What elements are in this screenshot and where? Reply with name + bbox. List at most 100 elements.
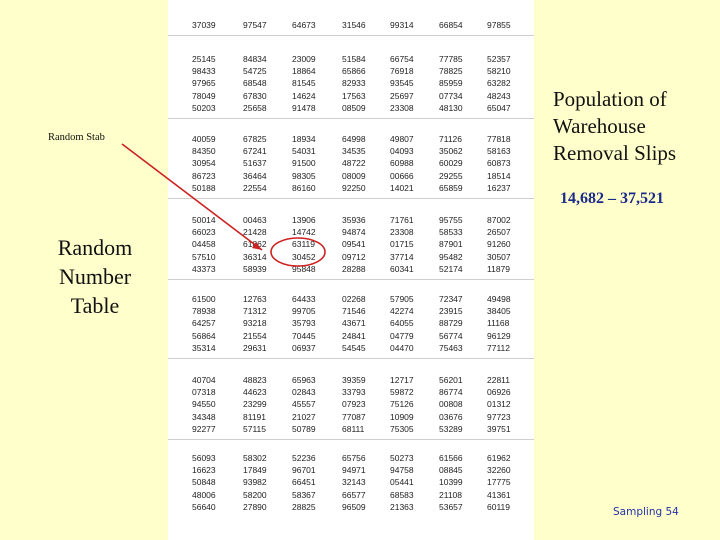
table-cell: 56093 (192, 453, 216, 463)
table-cell: 77785 (439, 54, 463, 64)
population-range: 14,682 – 37,521 (560, 190, 664, 207)
table-cell: 58163 (487, 146, 511, 157)
table-cell: 98305 (292, 170, 316, 181)
table-cell: 40059 (192, 134, 216, 144)
table-cell: 02843 (292, 387, 316, 398)
side-title-line-3: Table (70, 293, 120, 318)
table-cell: 58210 (487, 66, 511, 77)
table-cell: 92250 (342, 182, 366, 193)
table-cell: 50188 (192, 182, 216, 193)
table-row: 43373 58939 95848 28288 60341 52174 11879 (168, 263, 534, 275)
table-cell: 98433 (192, 66, 216, 77)
table-cell: 99705 (292, 306, 316, 317)
table-cell: 97723 (487, 411, 511, 422)
table-row: 97965 68548 81545 82933 93545 85959 63282 (168, 77, 534, 89)
table-cell: 81191 (243, 411, 267, 422)
table-cell: 78825 (439, 66, 463, 77)
table-cell: 61962 (487, 453, 511, 463)
table-cell: 86160 (292, 182, 316, 193)
table-cell: 65963 (292, 375, 316, 385)
table-cell: 60029 (439, 158, 463, 169)
table-cell: 22811 (487, 375, 511, 385)
table-cell: 25658 (243, 102, 267, 113)
table-cell: 87901 (439, 239, 463, 250)
table-row: 66023 21428 14742 94874 23308 58533 26507 (168, 226, 534, 238)
table-cell: 05441 (390, 477, 414, 488)
table-block: 50014 00463 13906 35936 71761 95755 87002 66023… (168, 214, 534, 275)
table-cell: 04458 (192, 239, 216, 250)
table-cell: 16623 (192, 465, 216, 476)
table-cell: 99314 (390, 20, 414, 30)
table-divider (168, 279, 534, 280)
table-cell: 54725 (243, 66, 267, 77)
table-cell: 01715 (390, 239, 414, 250)
table-cell: 34535 (342, 146, 366, 157)
table-cell: 08009 (342, 170, 366, 181)
table-cell: 35062 (439, 146, 463, 157)
table-cell: 87002 (487, 215, 511, 225)
table-cell: 23299 (243, 399, 267, 410)
table-cell: 67241 (243, 146, 267, 157)
table-cell: 45557 (292, 399, 316, 410)
table-cell: 10399 (439, 477, 463, 488)
table-cell: 27890 (243, 501, 267, 512)
table-cell: 77818 (487, 134, 511, 144)
table-cell: 32143 (342, 477, 366, 488)
table-cell: 48243 (487, 90, 511, 101)
table-cell: 66577 (342, 489, 366, 500)
table-cell: 68111 (342, 423, 365, 434)
table-row: 56864 21554 70445 24841 04779 56774 96129 (168, 330, 534, 342)
table-cell: 48722 (342, 158, 366, 169)
table-cell: 97855 (487, 20, 511, 30)
table-cell: 31546 (342, 20, 366, 30)
population-title: Population of Warehouse Removal Slips (553, 86, 713, 167)
table-cell: 58367 (292, 489, 316, 500)
table-cell: 72347 (439, 294, 463, 304)
table-cell: 50203 (192, 102, 216, 113)
table-cell: 35793 (292, 318, 316, 329)
table-cell: 23009 (292, 54, 316, 64)
slide-footer: Sampling 54 (613, 506, 679, 518)
table-cell: 56864 (192, 330, 216, 341)
table-cell: 58200 (243, 489, 267, 500)
table-cell: 75305 (390, 423, 414, 434)
stab-circle (270, 237, 326, 267)
table-cell: 53657 (439, 501, 463, 512)
table-cell: 84350 (192, 146, 216, 157)
table-cell: 41361 (487, 489, 511, 500)
table-cell: 91500 (292, 158, 316, 169)
table-cell: 28825 (292, 501, 316, 512)
table-cell: 49807 (390, 134, 414, 144)
table-cell: 50789 (292, 423, 316, 434)
table-cell: 60119 (487, 501, 511, 512)
table-cell: 00808 (439, 399, 463, 410)
table-cell: 21027 (292, 411, 316, 422)
table-cell: 71126 (439, 134, 463, 144)
table-cell: 75126 (390, 399, 414, 410)
table-cell: 52174 (439, 263, 463, 274)
table-cell: 65866 (342, 66, 366, 77)
table-cell: 14624 (292, 90, 316, 101)
table-cell: 61566 (439, 453, 463, 463)
table-cell: 48006 (192, 489, 216, 500)
table-cell: 14742 (292, 227, 316, 238)
table-cell: 12763 (243, 294, 267, 304)
table-cell: 35314 (192, 342, 216, 353)
table-cell: 71761 (390, 215, 414, 225)
table-block: 40704 48823 65963 39359 12717 56201 22811 07318… (168, 374, 534, 435)
table-cell: 23915 (439, 306, 463, 317)
table-block: 56093 58302 52236 65756 50273 61566 61962 16623… (168, 452, 534, 513)
table-cell: 33793 (342, 387, 366, 398)
table-cell: 09541 (342, 239, 366, 250)
table-row: 35314 29631 06937 54545 04470 75463 77112 (168, 342, 534, 354)
table-row: 94550 23299 45557 07923 75126 00808 01312 (168, 398, 534, 410)
table-cell: 78938 (192, 306, 216, 317)
table-cell: 64998 (342, 134, 366, 144)
table-cell: 53289 (439, 423, 463, 434)
table-cell: 63119 (292, 239, 316, 250)
table-cell: 51584 (342, 54, 366, 64)
table-cell: 58533 (439, 227, 463, 238)
table-cell: 42274 (390, 306, 414, 317)
table-cell: 48130 (439, 102, 463, 113)
table-cell: 21108 (439, 489, 463, 500)
